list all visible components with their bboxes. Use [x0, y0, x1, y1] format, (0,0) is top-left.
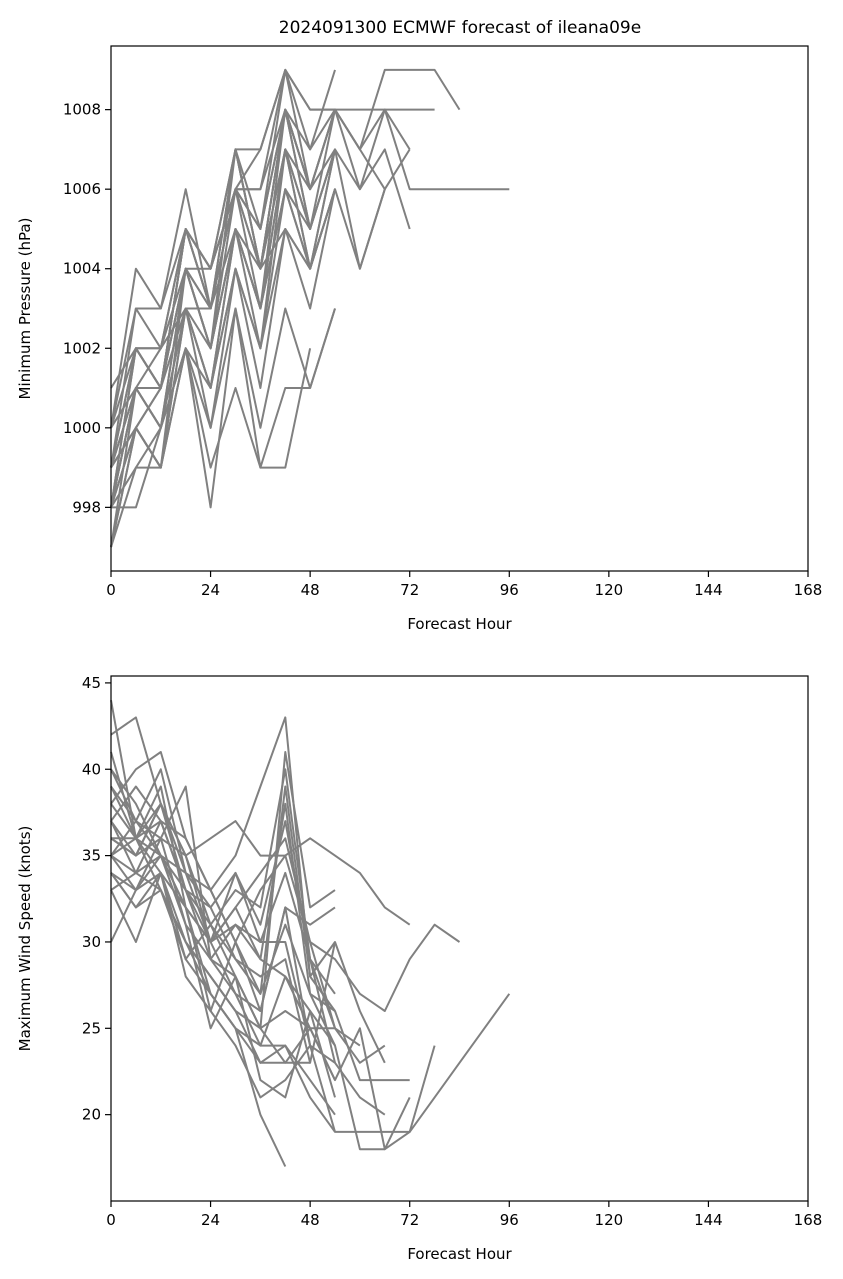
series-line — [111, 347, 312, 509]
series-line — [110, 803, 361, 1047]
series-line — [110, 802, 336, 1064]
wind-panel: 0 24 48 72 96 120 144 168 20 25 30 35 40 45 Forecast H… — [16, 674, 822, 1263]
x-tick-label: 168 — [794, 1211, 823, 1229]
x-tick-label: 144 — [694, 1211, 723, 1229]
x-tick-label: 168 — [794, 581, 823, 599]
series-line — [110, 751, 336, 1030]
series-line — [110, 188, 336, 548]
series-line — [110, 108, 336, 508]
series-line — [110, 785, 336, 1012]
x-tick-label: 24 — [201, 1211, 220, 1229]
x-tick-label: 144 — [694, 581, 723, 599]
y-tick-label: 1008 — [63, 101, 101, 119]
y-tick-label: 40 — [82, 760, 101, 778]
series-line — [110, 68, 435, 468]
y-tick-label: 1000 — [63, 419, 101, 437]
plot-frame — [110, 45, 809, 572]
series-line — [110, 854, 336, 1099]
y-tick-label: 30 — [82, 933, 101, 951]
series-line — [110, 837, 335, 1030]
y-tick-label: 998 — [72, 498, 101, 516]
y-axis-label: Minimum Pressure (hPa) — [16, 218, 34, 400]
x-tick-label: 0 — [106, 581, 116, 599]
series-line — [110, 148, 386, 508]
series-line — [110, 109, 336, 469]
x-axis-label: Forecast Hour — [407, 615, 512, 633]
x-tick-label: 48 — [301, 1211, 320, 1229]
series-line — [110, 108, 411, 469]
series-line — [110, 751, 336, 1081]
y-tick-label: 1002 — [63, 339, 101, 357]
chart-title: 2024091300 ECMWF forecast of ileana09e — [279, 18, 641, 38]
x-tick-label: 24 — [201, 581, 220, 599]
x-tick-label: 48 — [301, 581, 320, 599]
x-tick-label: 0 — [106, 1211, 116, 1229]
x-tick-label: 96 — [500, 581, 519, 599]
x-tick-label: 96 — [500, 1211, 519, 1229]
y-tick-label: 35 — [82, 847, 101, 865]
series-lines — [110, 68, 510, 548]
y-tick-label: 20 — [82, 1106, 101, 1124]
y-tick-label: 1004 — [63, 260, 101, 278]
y-tick-label: 45 — [82, 674, 101, 692]
x-tick-label: 72 — [400, 1211, 419, 1229]
x-axis-label: Forecast Hour — [407, 1245, 512, 1263]
plot-frame — [110, 675, 809, 1202]
y-tick-label: 25 — [82, 1019, 101, 1037]
series-lines — [110, 700, 511, 1167]
series-line — [110, 716, 410, 1082]
x-tick-label: 120 — [595, 581, 624, 599]
series-line — [110, 768, 461, 1012]
y-axis-label: Maximum Wind Speed (knots) — [16, 826, 34, 1052]
x-tick-label: 120 — [595, 1211, 624, 1229]
x-tick-label: 72 — [400, 581, 419, 599]
series-line — [110, 871, 336, 1012]
y-tick-label: 1006 — [63, 180, 101, 198]
pressure-panel: 0 24 48 72 96 120 144 168 998 1000 1002 1004 1006 100… — [16, 45, 823, 633]
